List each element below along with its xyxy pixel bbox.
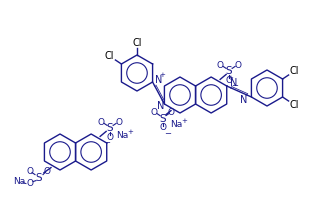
- Text: N: N: [240, 95, 248, 105]
- Text: Cl: Cl: [105, 51, 114, 61]
- Text: O: O: [107, 133, 114, 142]
- Text: O: O: [167, 108, 174, 117]
- Text: −: −: [165, 129, 171, 138]
- Text: S: S: [107, 123, 114, 133]
- Text: O: O: [151, 108, 158, 117]
- Text: Na: Na: [13, 177, 25, 186]
- Text: Cl: Cl: [290, 66, 299, 76]
- Text: N: N: [157, 101, 164, 111]
- Text: O: O: [26, 179, 33, 188]
- Text: Na: Na: [116, 131, 128, 140]
- Text: +: +: [181, 118, 187, 124]
- Text: N: N: [155, 75, 162, 85]
- Text: O: O: [116, 118, 123, 127]
- Text: −: −: [231, 81, 238, 90]
- Text: Cl: Cl: [290, 100, 299, 110]
- Text: O: O: [160, 123, 166, 132]
- Text: S: S: [226, 66, 232, 76]
- Text: O: O: [226, 76, 233, 85]
- Text: O: O: [98, 118, 105, 127]
- Text: N: N: [230, 78, 238, 88]
- Text: O: O: [43, 167, 51, 176]
- Text: O: O: [235, 61, 242, 70]
- Text: S: S: [36, 173, 42, 183]
- Text: Cl: Cl: [132, 38, 142, 48]
- Text: Na: Na: [170, 120, 182, 129]
- Text: S: S: [160, 114, 166, 124]
- Text: +: +: [227, 75, 233, 81]
- Text: −: −: [103, 138, 110, 147]
- Text: O: O: [26, 167, 33, 176]
- Text: +: +: [127, 129, 133, 135]
- Text: O: O: [217, 61, 224, 70]
- Text: +: +: [160, 72, 166, 78]
